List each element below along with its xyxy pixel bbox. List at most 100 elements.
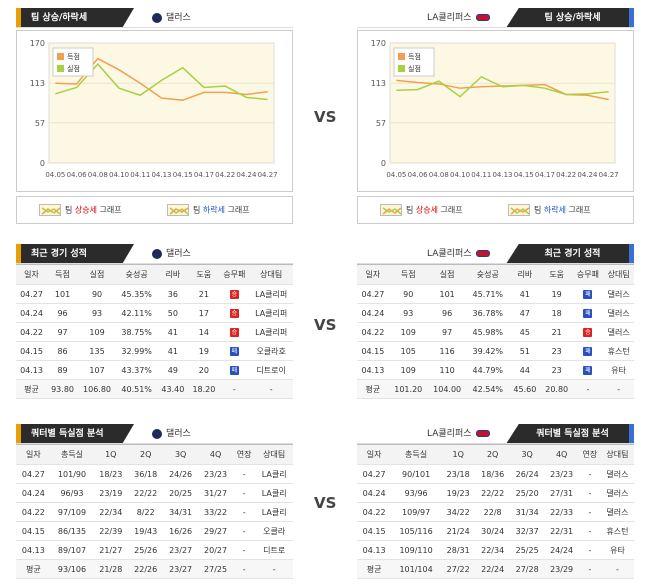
table-cell: 디트로이 xyxy=(249,360,293,380)
table-cell: 오클라 xyxy=(255,521,293,541)
x-tick-label: 04.22 xyxy=(215,171,235,179)
table-cell: 04.13 xyxy=(16,360,48,380)
table-cell: 41 xyxy=(157,322,189,342)
table-cell: 32/37 xyxy=(509,521,545,541)
table-cell: 21/28 xyxy=(93,559,129,579)
column-header: 리바 xyxy=(508,264,541,285)
table-cell: 22/22 xyxy=(128,483,164,503)
x-tick-label: 04.06 xyxy=(67,171,88,179)
table-cell: 90/101 xyxy=(391,464,441,484)
table-cell: 36/18 xyxy=(128,464,164,484)
trend-right-team: LA클리퍼스 xyxy=(427,8,490,28)
average-row: 평균 101.20 104.00 42.54% 45.60 20.80- - xyxy=(357,379,634,399)
table-row: 04.15 86 135 32.99% 41 19 패 오클라호 xyxy=(16,341,293,361)
table-cell: 22/34 xyxy=(475,540,510,560)
table-cell: 04.15 xyxy=(357,521,392,541)
column-header: 총득실 xyxy=(50,444,94,465)
table-cell: 109/97 xyxy=(391,502,441,522)
column-header: 3Q xyxy=(509,444,545,465)
table-cell: 43.37% xyxy=(116,360,158,380)
table-cell: 20/27 xyxy=(198,540,234,560)
x-tick-label: 04.27 xyxy=(599,171,619,179)
table-cell: - xyxy=(233,464,256,484)
table-cell: - xyxy=(578,483,601,503)
column-header: 3Q xyxy=(163,444,199,465)
table-cell: 97 xyxy=(47,322,79,342)
table-cell: 댈러스 xyxy=(603,322,634,342)
column-header: 연장 xyxy=(578,444,601,465)
table-cell: - xyxy=(603,379,634,399)
x-tick-label: 04.11 xyxy=(130,171,150,179)
recent-left-panel: 최근 경기 성적 댈러스 일자 득점 실점 슛성공 리바 도움 승무패 상대팀 04.27 101… xyxy=(16,244,293,404)
table-cell: 오클라호 xyxy=(249,341,293,361)
x-tick-label: 04.24 xyxy=(577,171,598,179)
recent-left-table: 일자 득점 실점 슛성공 리바 도움 승무패 상대팀 04.27 101 90 45.35% 36 21 승… xyxy=(16,264,293,399)
table-cell: 04.15 xyxy=(357,341,389,361)
table-row: 04.24 96/93 23/19 22/22 20/25 31/27- LA클리 xyxy=(16,483,293,503)
table-cell: 96 xyxy=(427,303,467,323)
recent-right-table: 일자 득점 실점 슛성공 리바 도움 승무패 상대팀 04.27 90 101 45.71% 41 19 패… xyxy=(357,264,634,399)
x-tick-label: 04.11 xyxy=(471,171,491,179)
x-tick-label: 04.10 xyxy=(450,171,470,179)
table-row: 04.27 101/90 18/23 36/18 24/26 23/23- LA클리 xyxy=(16,464,293,484)
table-cell: 18/36 xyxy=(475,464,510,484)
falling-graph-icon xyxy=(167,204,189,216)
vs-label-1: VS xyxy=(314,108,337,126)
table-cell: 41 xyxy=(508,284,541,304)
table-row: 04.22 109/97 34/22 22/8 31/34 22/33- 댈러스 xyxy=(357,502,634,522)
table-cell: 8/22 xyxy=(128,502,164,522)
table-cell: 04.22 xyxy=(16,502,51,522)
table-cell: 93/96 xyxy=(391,483,441,503)
table-cell: - xyxy=(249,379,293,399)
result-badge: 승 xyxy=(219,303,250,323)
table-cell: 109/110 xyxy=(391,540,441,560)
table-cell: 101.20 xyxy=(388,379,428,399)
table-cell: 104.00 xyxy=(427,379,467,399)
x-tick-label: 04.06 xyxy=(408,171,429,179)
clippers-logo-icon xyxy=(475,14,490,21)
y-tick-label: 170 xyxy=(371,39,386,48)
table-cell: - xyxy=(255,559,293,579)
table-cell: 86 xyxy=(47,341,79,361)
table-row: 04.27 90/101 23/18 18/36 26/24 23/23- 댈러스 xyxy=(357,464,634,484)
recent-left-header: 최근 경기 성적 댈러스 xyxy=(16,244,293,264)
table-cell: 19/43 xyxy=(128,521,164,541)
result-badge: 패 xyxy=(572,360,604,380)
table-cell: 31/27 xyxy=(198,483,234,503)
table-cell: 18 xyxy=(540,303,573,323)
trend-right-panel: LA클리퍼스 팀 상승/하락세 170 113 57 0 04.05 04.06 04.08… xyxy=(357,8,634,224)
quarter-left-table: 일자 총득실 1Q 2Q 3Q 4Q 연장 상대팀 04.27 101/90 18/23 36/18 2… xyxy=(16,444,293,579)
table-cell: 50 xyxy=(157,303,189,323)
table-cell: 27/31 xyxy=(544,483,579,503)
table-cell: 101/90 xyxy=(50,464,94,484)
quarter-right-panel: LA클리퍼스 쿼터별 득실점 분석 일자 총득실 1Q 2Q 3Q 4Q 연장 상대팀 04.2… xyxy=(357,424,634,584)
table-cell: 45.98% xyxy=(466,322,509,342)
clippers-logo-icon xyxy=(475,430,490,437)
table-row: 04.22 97 109 38.75% 41 14 승 LA클리퍼 xyxy=(16,322,293,342)
table-cell: 04.22 xyxy=(16,322,48,342)
legend-swatch xyxy=(398,53,405,60)
column-header: 실점 xyxy=(78,264,116,285)
table-cell: - xyxy=(233,483,256,503)
vs-label-3: VS xyxy=(314,494,337,512)
table-cell: 휴스턴 xyxy=(600,521,634,541)
quarter-right-team: LA클리퍼스 xyxy=(427,424,490,444)
column-header: 득점 xyxy=(388,264,428,285)
table-cell: 댈러스 xyxy=(600,502,634,522)
x-tick-label: 04.22 xyxy=(556,171,576,179)
table-cell: 04.13 xyxy=(357,540,392,560)
table-cell: 23/27 xyxy=(163,559,199,579)
trend-left-title: 팀 상승/하락세 xyxy=(16,8,134,28)
table-cell: 16/26 xyxy=(163,521,199,541)
result-badge: 승 xyxy=(219,284,250,304)
table-cell: 42.11% xyxy=(116,303,158,323)
table-cell: LA클리퍼 xyxy=(249,322,293,342)
table-row: 04.24 96 93 42.11% 50 17 승 LA클리퍼 xyxy=(16,303,293,323)
table-cell: 32.99% xyxy=(116,341,158,361)
table-cell: 댈러스 xyxy=(603,303,634,323)
x-tick-label: 04.13 xyxy=(492,171,512,179)
column-header: 실점 xyxy=(427,264,467,285)
table-cell: 44 xyxy=(508,360,541,380)
